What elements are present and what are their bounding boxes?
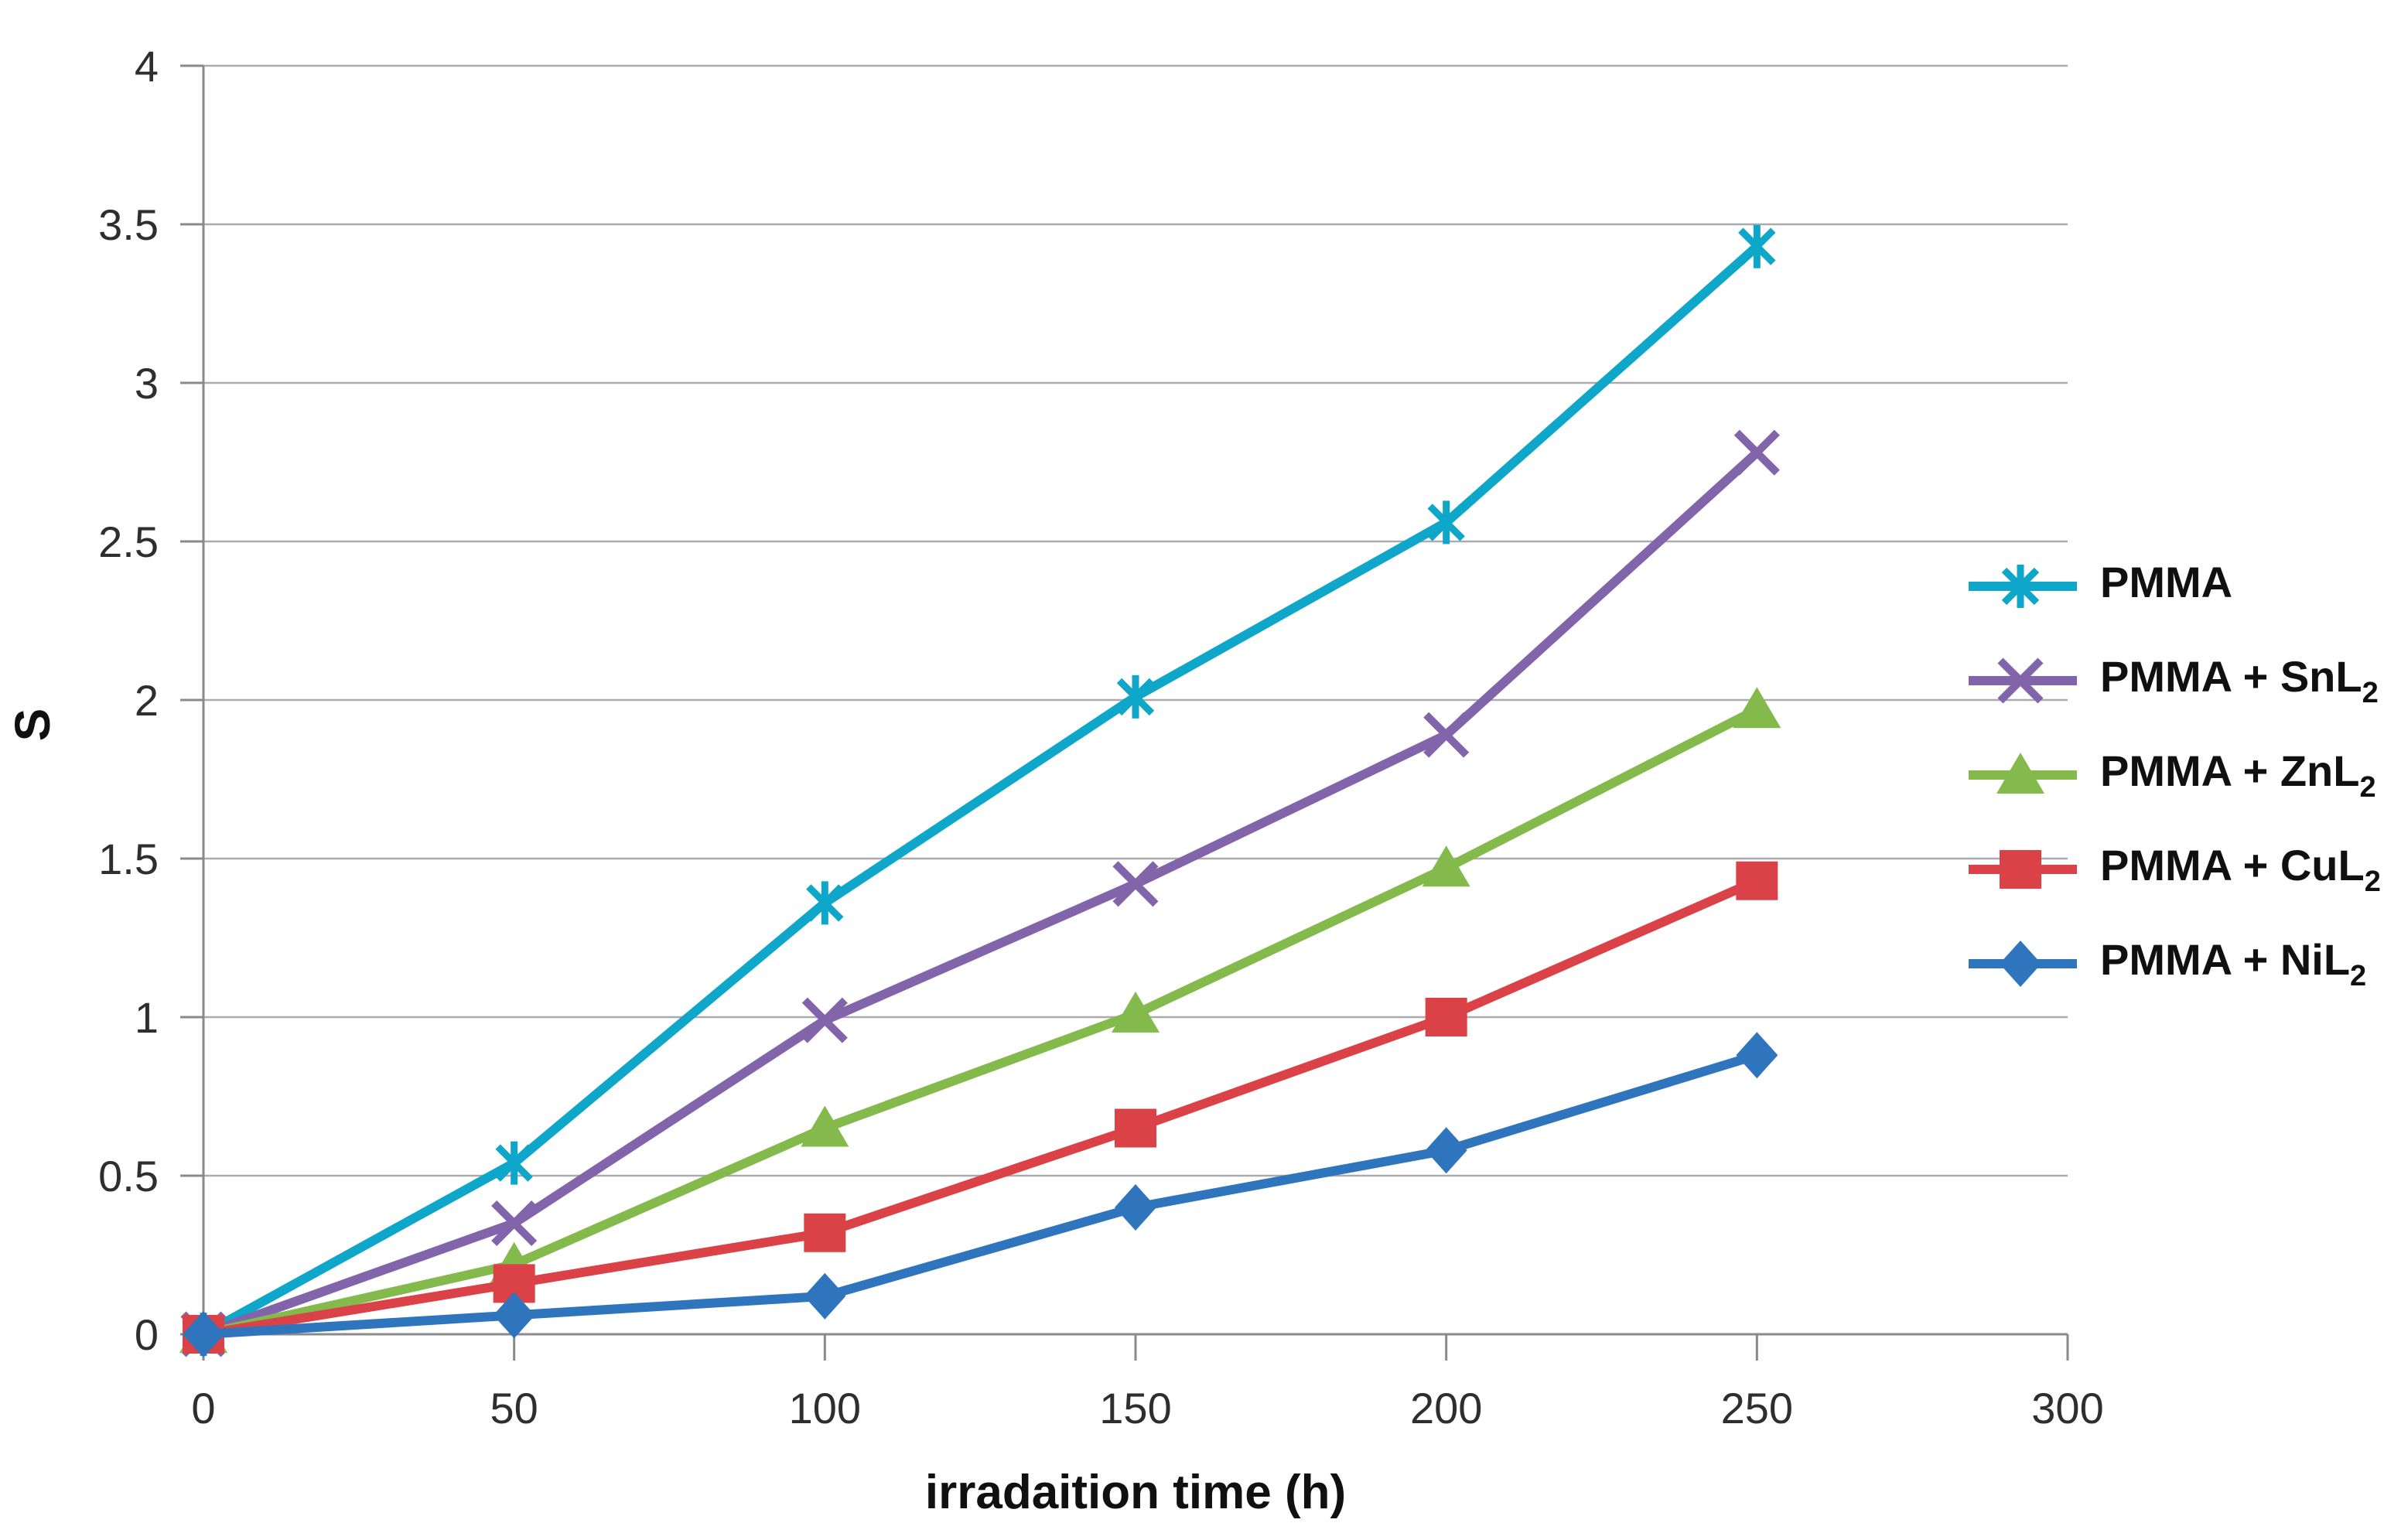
svg-text:1: 1 [135, 993, 159, 1042]
svg-text:3: 3 [135, 359, 159, 408]
svg-text:3.5: 3.5 [98, 200, 159, 249]
asterisk-marker-icon [1969, 565, 2077, 608]
x-marker-icon [1969, 657, 2077, 704]
x-axis-title: irradaition time (h) [924, 1466, 1347, 1519]
svg-text:50: 50 [490, 1384, 538, 1432]
svg-text:0: 0 [191, 1384, 215, 1432]
svg-text:0.5: 0.5 [98, 1152, 159, 1200]
svg-text:2.5: 2.5 [98, 517, 159, 566]
svg-text:250: 250 [1721, 1384, 1793, 1432]
legend-item-pmma-znl2: PMMA + ZnL2 [1969, 728, 2381, 822]
legend-label: PMMA + SnL2 [2100, 652, 2379, 709]
triangle-marker-icon [1969, 753, 2077, 794]
legend: PMMA PMMA + SnL2 PMMA + ZnL2 PMMA + CuL2… [1969, 539, 2381, 1011]
svg-text:300: 300 [2031, 1384, 2103, 1432]
legend-item-pmma-cul2: PMMA + CuL2 [1969, 822, 2381, 917]
svg-text:4: 4 [135, 42, 159, 90]
legend-item-pmma: PMMA [1969, 539, 2381, 633]
svg-text:200: 200 [1410, 1384, 1482, 1432]
square-marker-icon [1969, 850, 2077, 889]
legend-label: PMMA + CuL2 [2100, 841, 2381, 898]
svg-text:100: 100 [789, 1384, 861, 1432]
svg-text:150: 150 [1099, 1384, 1171, 1432]
legend-item-pmma-snl2: PMMA + SnL2 [1969, 633, 2381, 728]
svg-text:1.5: 1.5 [98, 835, 159, 883]
y-axis-title: S [5, 708, 60, 742]
legend-label: PMMA [2100, 558, 2233, 606]
legend-item-pmma-nil2: PMMA + NiL2 [1969, 917, 2381, 1011]
svg-text:0: 0 [135, 1310, 159, 1359]
diamond-marker-icon [1969, 941, 2077, 987]
legend-label: PMMA + ZnL2 [2100, 746, 2376, 804]
svg-text:2: 2 [135, 676, 159, 725]
legend-label: PMMA + NiL2 [2100, 935, 2367, 992]
